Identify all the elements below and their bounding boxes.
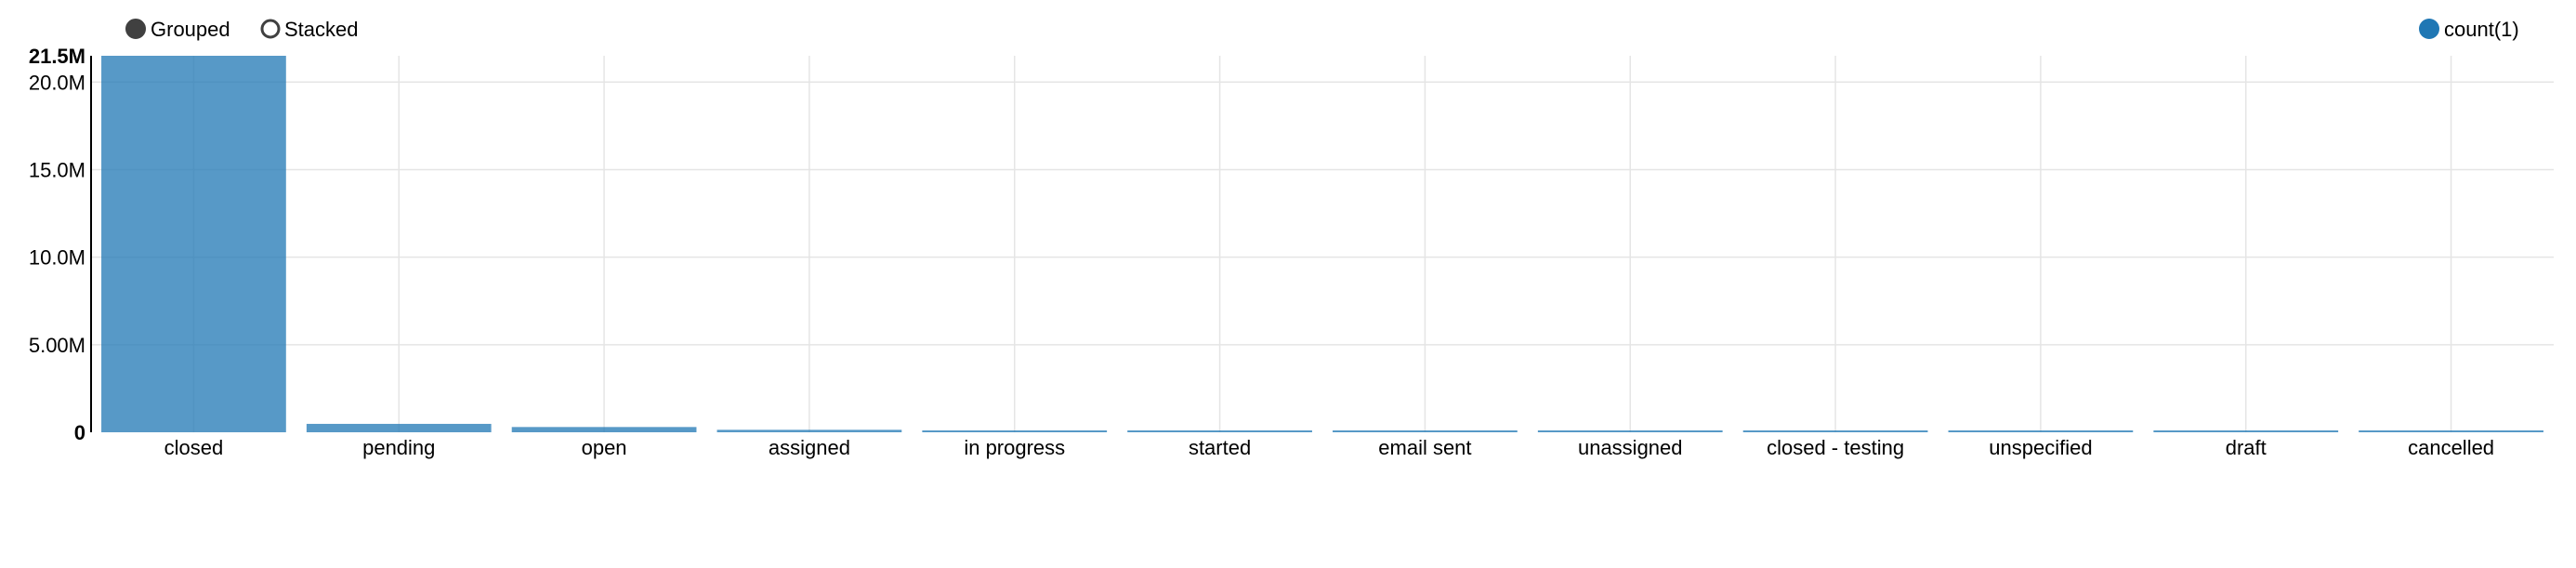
bar-closed-testing[interactable] (1742, 430, 1928, 432)
x-tick-label: closed (164, 436, 224, 459)
bar-unspecified[interactable] (1948, 430, 2134, 432)
x-tick-label: pending (362, 436, 435, 459)
x-tick-label: cancelled (2408, 436, 2494, 459)
x-tick-label: closed - testing (1767, 436, 1904, 459)
y-tick-label: 0 (74, 421, 85, 444)
bar-started[interactable] (1127, 430, 1312, 432)
bar-unassigned[interactable] (1537, 430, 1723, 432)
bar-closed[interactable] (101, 56, 286, 432)
bar-email-sent[interactable] (1333, 430, 1518, 432)
x-tick-label: draft (2226, 436, 2267, 459)
y-tick-label: 20.0M (29, 71, 85, 94)
x-tick-label: started (1189, 436, 1251, 459)
legend: count(1) (2419, 18, 2519, 41)
stacked-radio[interactable]: Stacked (260, 18, 359, 41)
stacked-radio-icon[interactable] (260, 19, 281, 39)
stacked-label[interactable]: Stacked (284, 18, 359, 41)
y-axis: 0 5.00M 10.0M 15.0M 20.0M 21.5M (29, 45, 92, 444)
grouped-label[interactable]: Grouped (151, 18, 230, 41)
bar-open[interactable] (511, 427, 697, 432)
x-tick-label: unassigned (1578, 436, 1683, 459)
x-tick-label: open (582, 436, 627, 459)
legend-swatch-icon[interactable] (2419, 19, 2439, 39)
bar-draft[interactable] (2153, 430, 2339, 432)
legend-item-count[interactable]: count(1) (2419, 18, 2519, 41)
y-tick-label: 21.5M (29, 45, 85, 68)
x-tick-label: assigned (769, 436, 850, 459)
gridlines (91, 56, 2554, 432)
y-tick-label: 5.00M (29, 334, 85, 357)
chart-mode-controls: Grouped Stacked (125, 18, 359, 41)
bar-pending[interactable] (306, 423, 492, 432)
bar-assigned[interactable] (716, 429, 902, 432)
y-tick-label: 15.0M (29, 158, 85, 181)
bar-cancelled[interactable] (2359, 430, 2543, 432)
bars (101, 56, 2543, 432)
x-tick-label: unspecified (1989, 436, 2092, 459)
x-axis: closed pending open assigned in progress star… (164, 436, 2494, 459)
y-tick-label: 10.0M (29, 246, 85, 270)
x-tick-label: in progress (964, 436, 1065, 459)
grouped-radio-icon[interactable] (125, 19, 146, 39)
grouped-radio[interactable]: Grouped (125, 18, 230, 41)
bar-in-progress[interactable] (922, 430, 1108, 432)
legend-label[interactable]: count(1) (2444, 18, 2519, 41)
x-tick-label: email sent (1378, 436, 1471, 459)
